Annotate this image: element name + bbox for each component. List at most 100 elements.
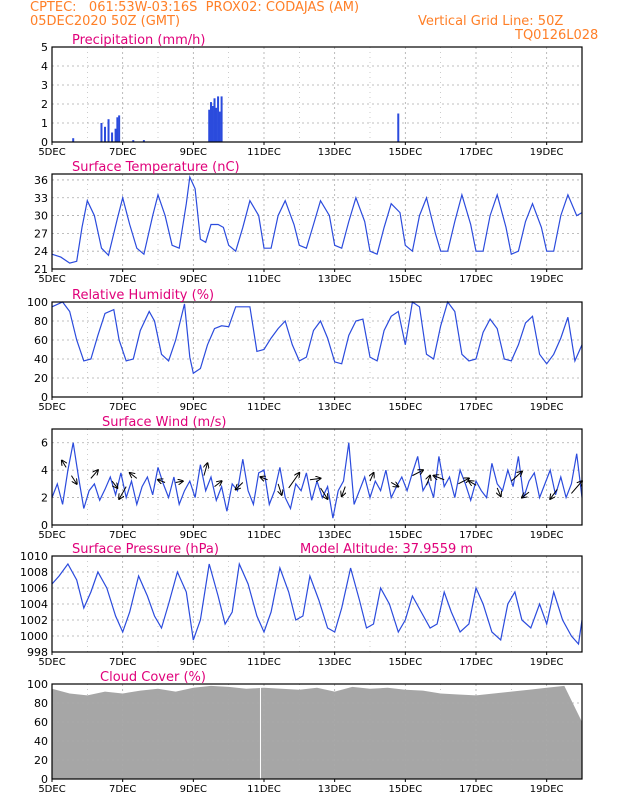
header-line3-right: TQ0126L028 [515, 28, 599, 43]
wind-arrow [469, 481, 477, 485]
precip-ytick-label: 1 [41, 117, 48, 130]
wind-arrow [434, 476, 445, 480]
precip-bar [116, 117, 119, 142]
precip-bar [213, 98, 216, 142]
rh-ytick-label: 0 [41, 391, 48, 404]
pressure-annotation: Model Altitude: 37.9559 m [300, 542, 473, 557]
temp-xtick-label: 19DEC [530, 274, 564, 285]
pressure-line [51, 561, 583, 646]
cloud-area [52, 685, 582, 779]
wind-arrow [278, 483, 282, 495]
wind-arrow [158, 480, 166, 483]
wind-ytick-label: 6 [41, 437, 48, 450]
temp-xtick-label: 13DEC [318, 274, 352, 285]
precip-bar [114, 128, 117, 142]
temp-xtick-label: 11DEC [247, 274, 281, 285]
precip-bar [100, 123, 103, 142]
wind-xtick-label: 17DEC [459, 530, 493, 541]
wind-ytick-label: 0 [41, 519, 48, 532]
precip-xtick-label: 7DEC [109, 147, 136, 158]
temp-ytick-label: 33 [34, 192, 48, 205]
cloud-xtick-label: 9DEC [180, 784, 207, 795]
wind-line [51, 442, 583, 519]
rh-ytick-label: 60 [34, 334, 48, 347]
rh-xtick-label: 7DEC [109, 402, 136, 413]
precip-ytick-label: 3 [41, 79, 48, 92]
temp-frame [51, 173, 583, 270]
wind-arrow [111, 480, 117, 488]
pressure-ytick-label: 1002 [20, 614, 48, 627]
precip-xtick-label: 19DEC [530, 147, 564, 158]
wind-arrow [309, 478, 321, 479]
temp-line [51, 174, 583, 264]
temp-xtick-label: 15DEC [388, 274, 422, 285]
precip-ytick-label: 2 [41, 98, 48, 111]
cloud-xtick-label: 11DEC [247, 784, 281, 795]
wind-arrow [119, 486, 127, 499]
cloud-ytick-label: 60 [34, 716, 48, 729]
wind-arrow [320, 487, 328, 499]
cloud-frame [51, 683, 583, 780]
pressure-frame [51, 555, 583, 653]
wind-arrow [412, 470, 423, 477]
rh-xtick-label: 17DEC [459, 402, 493, 413]
rh-ytick-label: 100 [27, 296, 48, 309]
temp-ytick-label: 21 [34, 263, 48, 276]
wind-arrow [62, 461, 66, 468]
cloud-ytick-label: 80 [34, 697, 48, 710]
pressure-ytick-label: 1000 [20, 630, 48, 643]
cloud-xtick-label: 17DEC [459, 784, 493, 795]
wind-arrow [458, 478, 469, 485]
cloud-ytick-label: 0 [41, 773, 48, 786]
precip-frame [51, 46, 583, 143]
precip-title: Precipitation (mm/h) [72, 33, 205, 48]
cloud-xtick-label: 19DEC [530, 784, 564, 795]
header-line2-left: 05DEC2020 50Z (GMT) [30, 14, 181, 29]
rh-xtick-label: 11DEC [247, 402, 281, 413]
precip-bar [104, 126, 106, 142]
wind-arrow [497, 487, 501, 496]
cloud-xtick-label: 7DEC [109, 784, 136, 795]
header-line2-right: Vertical Grid Line: 50Z [418, 14, 564, 29]
pressure-ytick-label: 998 [27, 646, 48, 659]
precip-bar [218, 111, 221, 142]
wind-arrow [370, 473, 374, 482]
rh-frame [51, 301, 583, 398]
precip-xtick-label: 11DEC [247, 147, 281, 158]
precip-ytick-label: 5 [41, 41, 48, 54]
temp-xtick-label: 7DEC [109, 274, 136, 285]
temp-ytick-label: 24 [34, 245, 48, 258]
temp-title: Surface Temperature (nC) [72, 160, 240, 175]
cloud-ytick-label: 40 [34, 735, 48, 748]
precip-ytick-label: 4 [41, 60, 48, 73]
wind-xtick-label: 9DEC [180, 530, 207, 541]
precip-bar [72, 138, 75, 142]
precip-bar [220, 96, 223, 142]
wind-arrow [71, 475, 76, 484]
temp-ytick-label: 36 [34, 174, 48, 187]
wind-ytick-label: 4 [41, 464, 48, 477]
cloud-ytick-label: 20 [34, 754, 48, 767]
rh-xtick-label: 5DEC [38, 402, 65, 413]
wind-xtick-label: 7DEC [109, 530, 136, 541]
wind-arrow [214, 481, 222, 487]
pressure-title: Surface Pressure (hPa) [72, 542, 219, 557]
cloud-ytick-label: 100 [27, 678, 48, 691]
rh-ytick-label: 20 [34, 372, 48, 385]
precip-bar [211, 105, 214, 142]
precip-bar [208, 109, 211, 142]
rh-line [51, 300, 583, 375]
wind-xtick-label: 11DEC [247, 530, 281, 541]
wind-arrow [90, 470, 98, 479]
pressure-ytick-label: 1008 [20, 566, 48, 579]
cloud-title: Cloud Cover (%) [100, 670, 206, 685]
wind-arrow [204, 463, 208, 476]
temp-xtick-label: 17DEC [459, 274, 493, 285]
pressure-xtick-label: 15DEC [388, 657, 422, 668]
pressure-xtick-label: 11DEC [247, 657, 281, 668]
precip-bar [210, 102, 212, 142]
temp-ytick-label: 27 [34, 227, 48, 240]
precip-bar [107, 119, 110, 142]
wind-xtick-label: 5DEC [38, 530, 65, 541]
